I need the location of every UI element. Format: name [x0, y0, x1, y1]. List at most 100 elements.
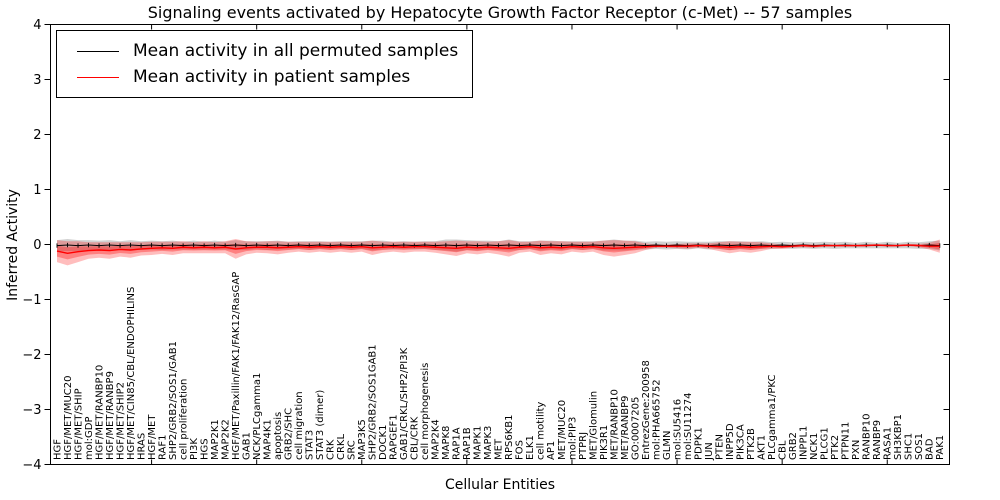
x-entity-label: NCK/PLCgamma1 — [252, 373, 263, 460]
x-entity-label: MAP2K4 — [431, 419, 442, 460]
x-entity-label: MET/Glomulin — [588, 391, 599, 460]
y-tick-label: −1 — [22, 293, 41, 308]
x-entity-label: MAPK3 — [483, 426, 494, 460]
legend-label-patient: Mean activity in patient samples — [133, 67, 411, 87]
x-entity-label: HGF/MET/RANBP9 — [105, 371, 116, 460]
x-entity-label: EntrezGene:200958 — [641, 360, 652, 460]
x-entity-label: MET/RANBP9 — [620, 395, 631, 460]
x-entity-label: PLCgamma1/PKC — [767, 375, 778, 460]
y-tick-label: 2 — [33, 128, 41, 143]
y-tick-label: −4 — [22, 458, 41, 473]
x-entity-label: PI3K — [189, 438, 200, 460]
legend-entry-permuted: Mean activity in all permuted samples — [57, 38, 458, 64]
x-entity-label: STAT3 (dimer) — [315, 390, 326, 460]
x-entity-label: AP1 — [546, 441, 557, 460]
x-entity-label: AKT1 — [756, 435, 767, 460]
x-entity-label: HGF/MET/SHIP2 — [115, 382, 126, 460]
legend-label-permuted: Mean activity in all permuted samples — [133, 41, 459, 61]
x-entity-label: SRC — [347, 440, 358, 460]
x-entity-label: HGF/MET/RANBP10 — [94, 365, 105, 460]
x-entity-label: RANBP10 — [862, 414, 873, 460]
x-entity-label: apoptosis — [273, 412, 284, 460]
x-entity-label: MAP2K1 — [210, 419, 221, 460]
x-entity-label: RANBP9 — [872, 420, 883, 460]
x-entity-label: cell morphogenesis — [420, 363, 431, 460]
y-tick-label: 1 — [33, 183, 41, 198]
y-tick-label: −2 — [22, 348, 41, 363]
x-entity-label: INPP5D — [725, 423, 736, 460]
x-entity-label: PDPK1 — [693, 427, 704, 460]
x-entity-label: FOS — [515, 440, 526, 460]
x-entity-label: NCK1 — [809, 433, 820, 460]
x-entity-label: MAP4K1 — [262, 419, 273, 460]
x-entity-label: HGF/MET — [147, 414, 158, 460]
x-entity-label: mol:SU11274 — [683, 393, 694, 461]
x-entity-label: cell proliferation — [178, 379, 189, 460]
x-entity-label: SHP2/GRB2/SOS1GAB1 — [368, 344, 379, 460]
x-entity-label: HGF — [52, 439, 63, 460]
x-entity-label: HGF/MET/Paxillin/FAK1/FAK12/RasGAP — [231, 272, 242, 460]
y-tick-label: 0 — [33, 238, 41, 253]
legend: Mean activity in all permuted samples Me… — [56, 30, 474, 98]
x-entity-label: mol:PIP3 — [567, 417, 578, 460]
x-entity-label: RAP1B — [462, 427, 473, 460]
x-entity-label: GAB1/CRKL/SHP2/PI3K — [399, 347, 410, 460]
x-entity-label: PIK3R1 — [599, 425, 610, 460]
x-entity-label: CBL — [777, 440, 788, 460]
x-entity-label: MET/RANBP10 — [609, 389, 620, 460]
permuted-line-swatch — [77, 50, 119, 52]
x-entity-label: PTPRJ — [578, 432, 589, 460]
x-entity-label: SOS1 — [914, 433, 925, 460]
y-tick-label: 3 — [33, 73, 41, 88]
x-entity-label: MET — [494, 438, 505, 460]
x-entity-label: PTK2B — [746, 428, 757, 460]
x-entity-label: GRB2/SHC — [284, 408, 295, 460]
x-entity-label: HGF/MET/MUC20 — [63, 376, 74, 460]
x-entity-label: STAT3 — [305, 430, 316, 460]
x-entity-label: HGF/MET/CIN85/CBL/ENDOPHILINS — [126, 287, 137, 460]
x-entity-label: MET/MUC20 — [557, 400, 568, 460]
x-entity-label: PTPN11 — [841, 422, 852, 460]
x-entity-label: JUN — [704, 442, 715, 461]
x-entity-label: PXN — [851, 440, 862, 460]
x-entity-label: INPPL1 — [798, 426, 809, 460]
x-entity-label: SHP2/GRB2/SOS1/GAB1 — [168, 341, 179, 460]
x-entity-label: HGS — [199, 438, 210, 460]
x-entity-label: CRKL — [336, 434, 347, 460]
legend-entry-patient: Mean activity in patient samples — [57, 64, 458, 90]
x-entity-label: GO:0007205 — [630, 397, 641, 460]
x-entity-label: DOCK1 — [378, 425, 389, 460]
x-entity-label: BAD — [925, 438, 936, 460]
patient-mean-line — [56, 244, 940, 255]
x-entity-label: CBL/CRK — [410, 416, 421, 460]
x-entity-label: GAB1 — [241, 432, 252, 460]
x-entity-label: ELK1 — [525, 435, 536, 460]
x-entity-label: MAPK8 — [441, 426, 452, 460]
x-entity-label: mol:PHA665752 — [651, 379, 662, 460]
x-entity-label: HRAS — [136, 433, 147, 460]
x-entity-label: cell motility — [536, 402, 547, 460]
x-entity-label: SHC1 — [904, 433, 915, 460]
x-entity-label: MAP2K2 — [220, 419, 231, 460]
x-entity-label: PIK3CA — [735, 424, 746, 460]
x-entity-label: HGF/MET/SHIP — [73, 388, 84, 460]
x-entity-label: RAP1A — [452, 427, 463, 460]
x-entity-label: mol:GDP — [84, 417, 95, 461]
x-entity-label: GRB2 — [788, 432, 799, 460]
x-entity-label: RAF1 — [157, 435, 168, 461]
x-entity-label: RPS6KB1 — [504, 415, 515, 460]
x-entity-label: cell migration — [294, 391, 305, 460]
x-entity-label: PLCG1 — [819, 427, 830, 460]
x-entity-label: MAPK1 — [473, 426, 484, 460]
chart-title: Signaling events activated by Hepatocyte… — [147, 3, 853, 22]
y-tick-label: 4 — [33, 18, 41, 33]
patient-line-swatch — [77, 76, 119, 78]
x-entity-label: PTEN — [714, 434, 725, 460]
x-entity-label: RAPGEF1 — [389, 414, 400, 460]
x-entity-label: CRK — [326, 439, 337, 460]
x-entity-label: MAP3K5 — [357, 419, 368, 460]
x-axis-title: Cellular Entities — [444, 477, 556, 493]
x-entity-label: mol:SU5416 — [672, 399, 683, 460]
